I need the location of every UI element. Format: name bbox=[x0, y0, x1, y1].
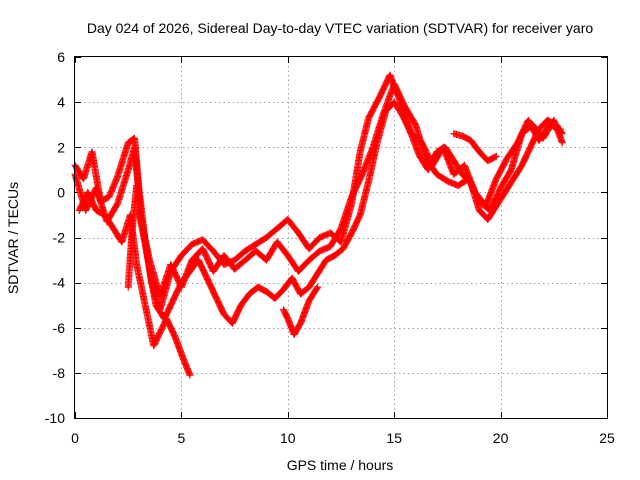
x-axis-label: GPS time / hours bbox=[287, 457, 394, 473]
y-axis-label: SDTVAR / TECUs bbox=[5, 182, 21, 294]
y-tick-label: -4 bbox=[53, 275, 66, 291]
data-point bbox=[133, 182, 141, 190]
y-tick-label: -6 bbox=[53, 320, 66, 336]
data-point bbox=[313, 284, 321, 292]
x-tick-label: 25 bbox=[599, 430, 615, 446]
y-tick-label: 0 bbox=[57, 184, 65, 200]
data-markers bbox=[71, 71, 566, 379]
y-tick-label: -2 bbox=[53, 230, 66, 246]
y-tick-label: -8 bbox=[53, 365, 66, 381]
series-trace-7 bbox=[450, 130, 500, 165]
x-tick-label: 5 bbox=[178, 430, 186, 446]
plot-frame bbox=[74, 56, 608, 419]
x-tick-label: 20 bbox=[493, 430, 509, 446]
data-point bbox=[558, 139, 566, 147]
series-trace-5 bbox=[135, 98, 566, 327]
y-tick-label: 2 bbox=[57, 139, 65, 155]
data-point bbox=[492, 152, 500, 160]
data-point bbox=[314, 283, 322, 291]
series-trace-4 bbox=[124, 182, 141, 291]
data-point bbox=[558, 129, 565, 137]
x-tick-label: 15 bbox=[386, 430, 402, 446]
chart-title: Day 024 of 2026, Sidereal Day-to-day VTE… bbox=[87, 20, 593, 36]
x-tick-label: 10 bbox=[280, 430, 296, 446]
data-point bbox=[186, 371, 194, 379]
y-tick-label: -10 bbox=[45, 410, 65, 426]
data-point bbox=[558, 130, 566, 138]
x-tick-label: 0 bbox=[71, 430, 79, 446]
y-tick-label: 6 bbox=[57, 49, 65, 65]
y-tick-label: 4 bbox=[57, 94, 65, 110]
series-trace-6 bbox=[280, 283, 322, 338]
tick-labels: 0 5 10 15 20 25 -10 -8 -6 -4 -2 0 2 4 6 bbox=[45, 49, 615, 446]
